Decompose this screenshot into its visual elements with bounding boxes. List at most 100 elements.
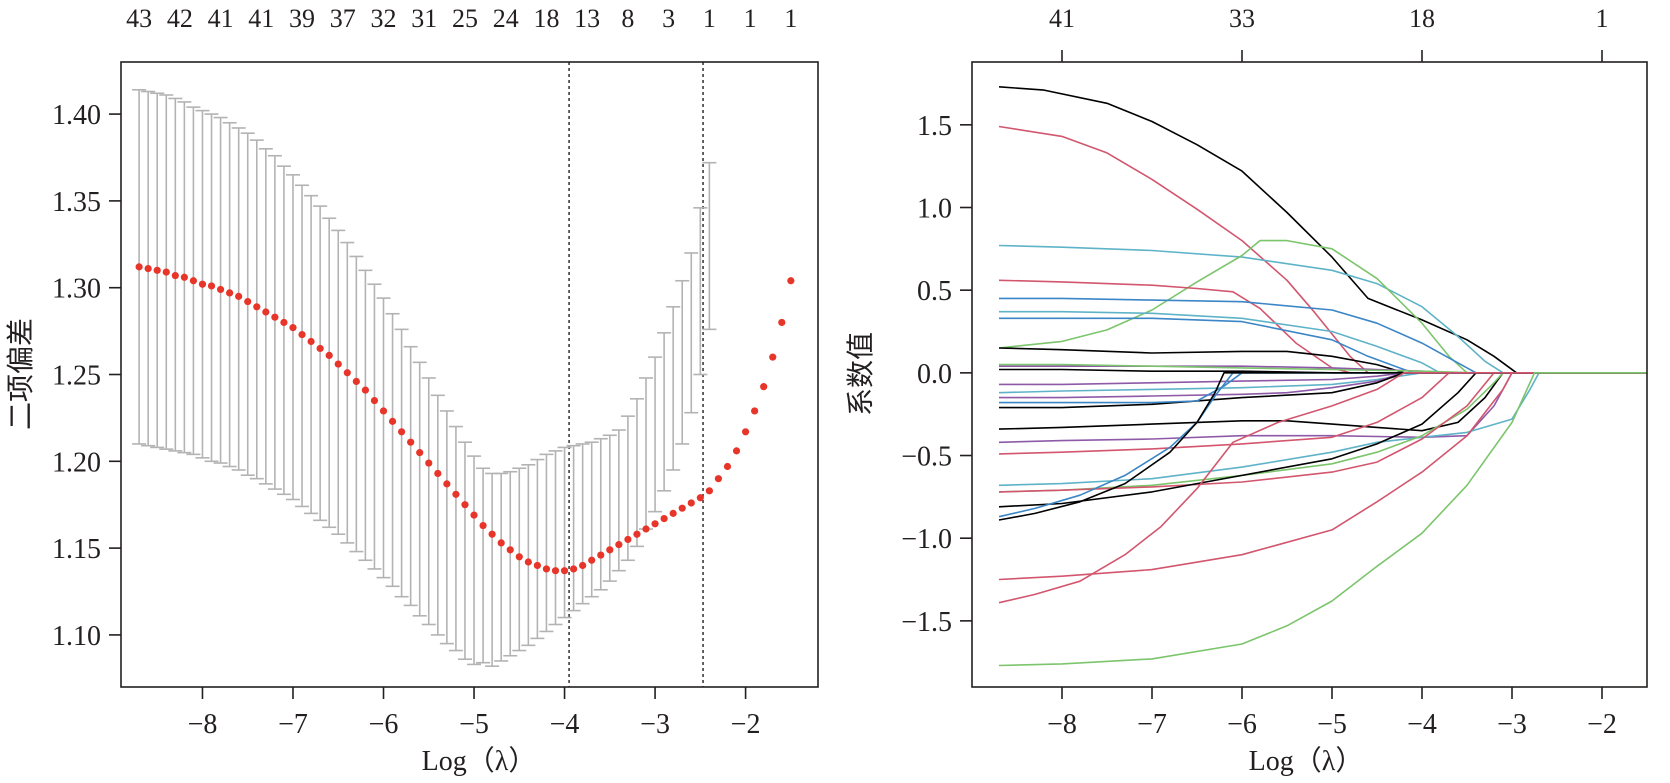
data-point	[443, 480, 451, 488]
data-point	[479, 521, 487, 530]
coefficient-path	[999, 372, 1647, 404]
error-bar	[412, 361, 427, 617]
error-bar	[566, 444, 581, 612]
data-point	[253, 303, 261, 311]
error-bar	[394, 328, 409, 598]
data-point	[751, 407, 759, 415]
coefficient-path	[998, 279, 1647, 374]
error-bar	[267, 154, 282, 490]
error-bar	[593, 437, 608, 591]
x-tick-label: −2	[731, 709, 761, 740]
data-point	[678, 504, 686, 512]
error-bar	[648, 356, 663, 513]
error-bar	[530, 458, 545, 640]
data-point	[307, 337, 315, 346]
top-axis-label: 25	[452, 4, 478, 33]
error-bar	[304, 194, 319, 515]
data-point	[207, 282, 216, 290]
top-axis-label: 24	[493, 4, 519, 33]
data-point	[732, 447, 741, 455]
data-point	[289, 324, 297, 332]
y-tick-label: 0.5	[917, 276, 952, 307]
data-point	[741, 428, 750, 436]
left-error-bars	[132, 88, 717, 667]
coefficient-path	[998, 244, 1647, 374]
error-bar	[684, 252, 699, 414]
data-point	[569, 565, 578, 573]
x-tick-label: −6	[1227, 709, 1257, 740]
x-tick-label: −6	[369, 709, 399, 740]
error-bar	[448, 425, 463, 652]
top-axis-label: 31	[411, 4, 437, 33]
data-point	[280, 318, 288, 327]
error-bar	[331, 229, 346, 536]
error-bar	[349, 255, 364, 553]
error-bar	[276, 165, 291, 496]
x-tick-label: −8	[1047, 709, 1077, 740]
y-tick-label: 1.15	[52, 534, 101, 565]
top-axis-label: 1	[703, 4, 716, 33]
data-point	[379, 407, 388, 415]
data-point	[551, 567, 560, 575]
data-point	[515, 553, 523, 561]
data-point	[606, 546, 614, 554]
error-bar	[258, 148, 273, 485]
data-point	[398, 428, 406, 436]
x-tick-label: −5	[459, 709, 489, 740]
data-point	[615, 541, 623, 549]
y-tick-label: 1.40	[52, 100, 101, 131]
top-axis-label: 41	[208, 4, 234, 33]
x-tick-label: −5	[1317, 709, 1347, 740]
right-x-axis: −8 −7 −6 −5 −4 −3 −2	[1047, 687, 1617, 740]
top-axis-label: 1	[744, 4, 757, 33]
data-point	[506, 546, 514, 554]
data-point	[669, 509, 677, 517]
error-bar	[322, 217, 337, 529]
x-tick-label: −3	[640, 709, 670, 740]
error-bar	[494, 472, 509, 662]
data-point	[687, 499, 695, 507]
x-tick-label: −7	[1137, 709, 1167, 740]
coefficient-path	[998, 372, 1647, 518]
data-point	[705, 487, 713, 495]
error-bar	[295, 184, 310, 508]
data-point	[588, 556, 596, 564]
data-point	[651, 520, 659, 528]
error-bar	[313, 205, 328, 522]
data-point	[271, 313, 279, 321]
error-bar	[539, 453, 554, 633]
data-point	[597, 551, 605, 559]
top-axis-label: 8	[621, 4, 634, 33]
left-y-axis-title: 二项偏差	[5, 318, 37, 430]
error-bar	[385, 312, 400, 588]
error-bar	[675, 279, 690, 445]
top-axis-label: 32	[371, 4, 397, 33]
data-point	[171, 271, 179, 280]
data-point	[470, 511, 478, 519]
right-y-axis: −1.5 −1.0 −0.5 0.0 0.5 1.0 1.5	[901, 111, 972, 638]
coefficient-path	[998, 86, 1647, 374]
data-point	[361, 386, 370, 394]
coefficient-path	[998, 372, 1647, 581]
top-axis-label: 37	[330, 4, 356, 33]
data-point	[226, 289, 234, 297]
data-point	[325, 351, 333, 360]
data-point	[787, 277, 795, 285]
x-tick-label: −3	[1497, 709, 1527, 740]
error-bar	[367, 283, 382, 570]
data-point	[334, 360, 342, 368]
top-axis-label: 33	[1229, 4, 1255, 33]
error-bar	[629, 398, 644, 548]
data-point	[560, 567, 569, 575]
data-point	[533, 561, 541, 570]
data-point	[235, 292, 243, 300]
error-bar	[666, 305, 681, 471]
data-point	[343, 369, 351, 377]
data-point	[316, 344, 324, 353]
x-tick-label: −7	[278, 709, 308, 740]
error-bar	[639, 377, 654, 530]
data-point	[542, 565, 551, 573]
error-bar	[693, 207, 708, 376]
top-axis-label: 1	[784, 4, 797, 33]
top-axis-label: 41	[248, 4, 274, 33]
